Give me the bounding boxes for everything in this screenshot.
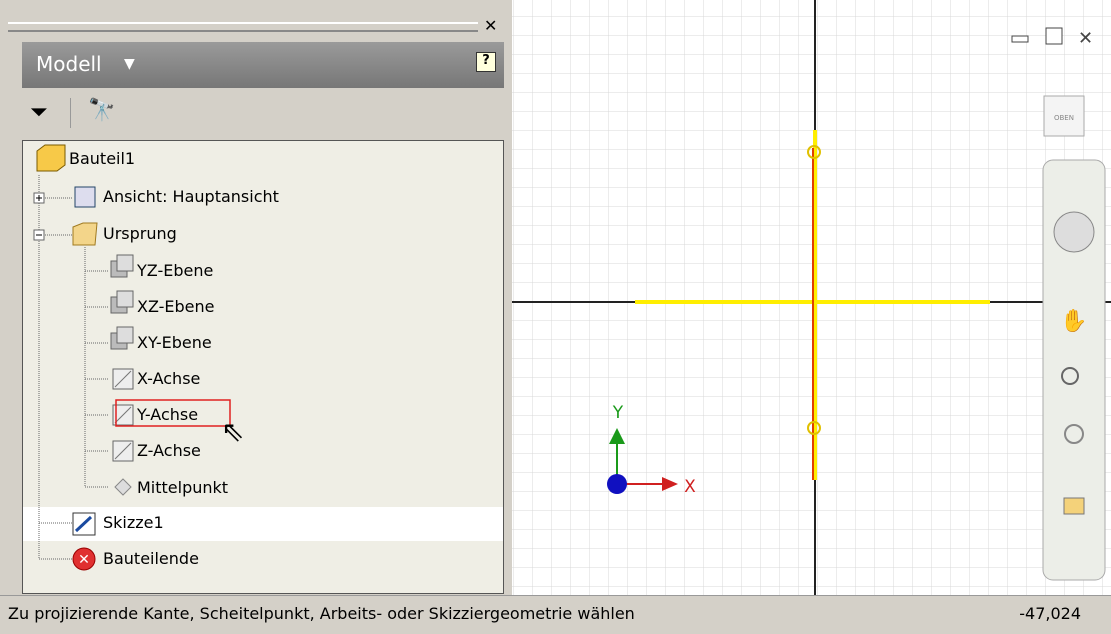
pan-icon[interactable]: ✋: [1060, 308, 1087, 334]
axis-label: X: [684, 477, 696, 497]
panel-grip: [8, 22, 478, 32]
tree-node[interactable]: XY-Ebene: [137, 333, 212, 352]
filter-icon[interactable]: ⏷: [30, 100, 48, 125]
tree-lines: ✕: [33, 144, 231, 571]
steering-wheel[interactable]: [1053, 211, 1095, 253]
tree-node[interactable]: Skizze1: [103, 513, 164, 532]
tree-node[interactable]: Bauteilende: [103, 549, 199, 568]
tree-node[interactable]: Bauteil1: [69, 149, 136, 168]
panel-title[interactable]: Modell: [36, 52, 102, 76]
axis-label: Y: [612, 403, 624, 423]
tree-node[interactable]: X-Achse: [137, 369, 201, 388]
tree-node[interactable]: Mittelpunkt: [137, 478, 229, 497]
status-value: -47,024: [1019, 604, 1081, 623]
cursor: ⇖: [221, 415, 245, 448]
panel-header: Modell ▼ ?: [22, 42, 504, 88]
view-icon[interactable]: [1063, 497, 1085, 515]
close-window[interactable]: ✕: [1078, 28, 1093, 49]
close-button[interactable]: ✕: [484, 16, 498, 35]
find-icon[interactable]: 🔭: [88, 98, 116, 123]
orbit-icon[interactable]: [1064, 424, 1084, 444]
help-button[interactable]: ?: [476, 52, 496, 72]
selected-row: [23, 507, 503, 541]
tree-node[interactable]: Ursprung: [103, 224, 177, 243]
tree-node[interactable]: Y-Achse: [137, 405, 199, 424]
viewport: Y X ✕ OBEN ✋: [512, 0, 1111, 595]
dropdown-arrow[interactable]: ▼: [124, 56, 135, 72]
svg-text:✕: ✕: [78, 552, 90, 568]
browser-panel: ✕ Modell ▼ ? ⏷ 🔭: [0, 0, 510, 595]
tree-node[interactable]: Ansicht: Hauptansicht: [103, 187, 279, 206]
tree-node[interactable]: XZ-Ebene: [137, 297, 215, 316]
zoom-icon[interactable]: [1061, 367, 1079, 385]
status-text: Zu projizierende Kante, Scheitelpunkt, A…: [8, 604, 635, 623]
separator: [70, 98, 71, 128]
status-bar: Zu projizierende Kante, Scheitelpunkt, A…: [0, 595, 1111, 634]
tree-node[interactable]: YZ-Ebene: [137, 261, 214, 280]
viewcube[interactable]: [1043, 95, 1085, 137]
restore[interactable]: [1045, 27, 1063, 45]
tree-node[interactable]: Z-Achse: [137, 441, 201, 460]
tree-box: ✕ Bauteil1 Ansicht: Hauptansicht Ursprun…: [22, 140, 504, 594]
minimize[interactable]: [1011, 35, 1029, 43]
viewcube-label: OBEN: [1054, 114, 1074, 122]
